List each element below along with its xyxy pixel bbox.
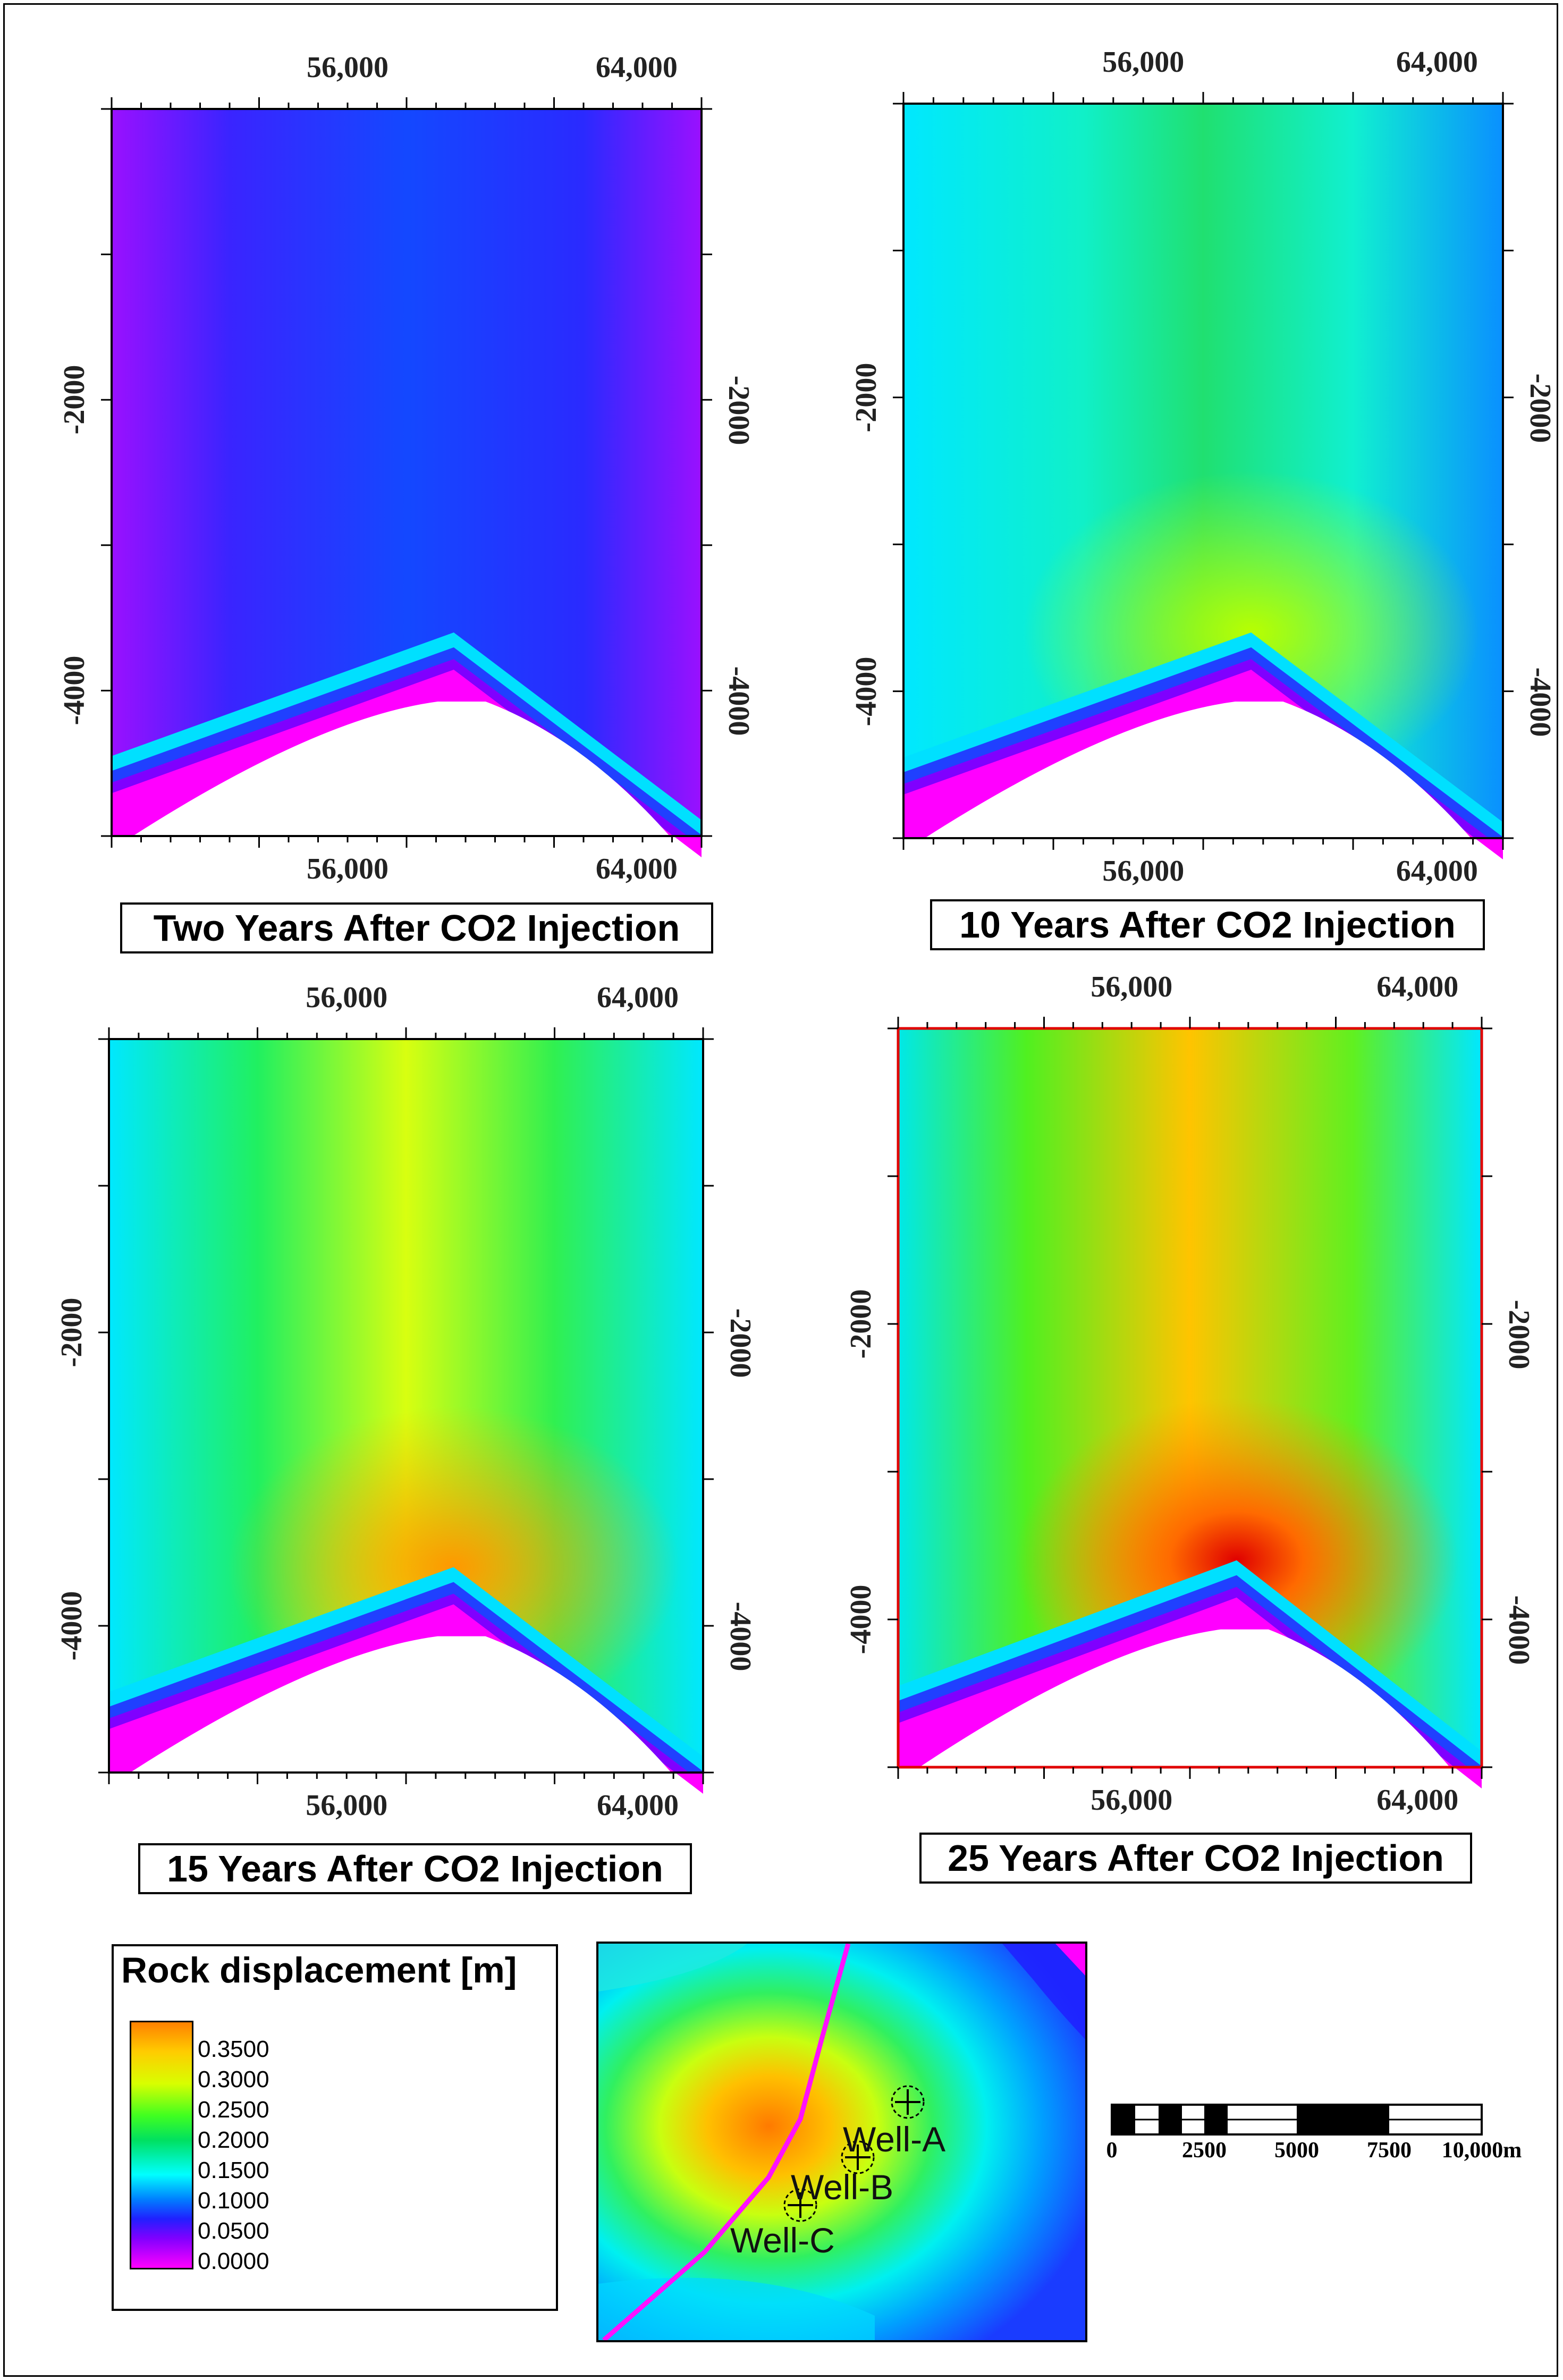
y-tick-label-right: -2000 [1502, 1299, 1535, 1370]
y-tick-label-right: -2000 [724, 1308, 757, 1378]
y-tick-label-left: -4000 [55, 1591, 88, 1661]
well-a-label: Well-A [843, 2120, 946, 2159]
fault-line [602, 1944, 851, 2340]
y-tick-label-right: -4000 [724, 1601, 757, 1672]
x-tick-label-bottom: 64,000 [595, 853, 678, 885]
x-tick-label-top: 56,000 [306, 981, 388, 1014]
y-tick-label-left: -4000 [58, 656, 91, 725]
well-c-marker [783, 2188, 817, 2222]
x-tick-label-bottom: 64,000 [597, 1789, 679, 1822]
panel-2-heatmap [893, 92, 1514, 859]
y-tick-label-left: -2000 [58, 365, 91, 435]
y-tick-label-left: -2000 [850, 362, 883, 433]
y-tick-label-left: -2000 [55, 1297, 88, 1368]
well-a-marker [891, 2085, 925, 2119]
x-tick-label-top: 64,000 [1376, 970, 1459, 1003]
y-tick-label-right: -4000 [1502, 1595, 1535, 1665]
scale-label: 0 [1106, 2138, 1118, 2163]
scale-label: 5000 [1274, 2138, 1319, 2163]
legend-color-bar [130, 2021, 193, 2269]
legend-label: 0.0000 [198, 2248, 269, 2274]
panel-4-heatmap [888, 1017, 1492, 1788]
legend-label: 0.3000 [198, 2066, 269, 2092]
scale-label: 7500 [1367, 2138, 1412, 2163]
inset-map: Well-A Well-B Well-C [596, 1942, 1087, 2342]
x-tick-label-top: 56,000 [1102, 46, 1185, 79]
x-tick-label-top: 64,000 [597, 981, 679, 1014]
well-c-label: Well-C [730, 2221, 835, 2260]
x-tick-label-top: 64,000 [1396, 46, 1478, 79]
y-tick-label-left: -4000 [850, 656, 883, 726]
panel-3-heatmap [98, 1027, 714, 1794]
y-tick-label-left: -2000 [844, 1289, 877, 1359]
legend: Rock displacement [m] 0.3500 0.3000 0.25… [112, 1944, 558, 2311]
well-b-label: Well-B [791, 2167, 894, 2207]
figure-frame [3, 3, 1558, 2377]
no-data-region [925, 702, 1471, 838]
panel-2-title: 10 Years After CO2 Injection [930, 899, 1485, 950]
panels-svg [98, 92, 1514, 1794]
y-tick-label-right: -4000 [1524, 667, 1557, 737]
panel-1-title: Two Years After CO2 Injection [120, 902, 713, 953]
legend-label: 0.0500 [198, 2218, 269, 2244]
panel-4-title: 25 Years After CO2 Injection [919, 1833, 1472, 1884]
legend-label: 0.3500 [198, 2036, 269, 2062]
y-tick-label-right: -2000 [1524, 373, 1557, 443]
x-tick-label-top: 64,000 [595, 51, 678, 84]
x-tick-label-bottom: 56,000 [306, 1789, 388, 1822]
x-tick-label-bottom: 64,000 [1396, 855, 1478, 888]
x-tick-label-top: 56,000 [307, 51, 388, 84]
x-tick-label-bottom: 56,000 [1091, 1784, 1173, 1817]
y-tick-label-left: -4000 [844, 1584, 877, 1655]
legend-label: 0.1500 [198, 2157, 269, 2183]
x-tick-label-bottom: 56,000 [1102, 855, 1185, 888]
well-b-marker [841, 2140, 875, 2174]
scale-label: 10,000m [1441, 2138, 1522, 2163]
x-tick-label-top: 56,000 [1091, 970, 1173, 1003]
legend-label: 0.2500 [198, 2097, 269, 2123]
x-tick-label-bottom: 56,000 [307, 853, 388, 885]
y-tick-label-right: -4000 [722, 666, 755, 736]
panel-3-title: 15 Years After CO2 Injection [138, 1843, 692, 1894]
x-tick-label-bottom: 64,000 [1376, 1784, 1459, 1817]
scale-label: 2500 [1182, 2138, 1227, 2163]
inset-map-graphic [598, 1944, 1085, 2340]
legend-label: 0.1000 [198, 2188, 269, 2214]
no-data-region [133, 701, 670, 836]
y-tick-label-right: -2000 [722, 375, 755, 445]
no-data-region [919, 1629, 1450, 1767]
legend-label: 0.2000 [198, 2127, 269, 2153]
no-data-region [130, 1636, 671, 1773]
panel-1-heatmap [101, 97, 712, 857]
legend-title: Rock displacement [m] [121, 1950, 517, 1990]
